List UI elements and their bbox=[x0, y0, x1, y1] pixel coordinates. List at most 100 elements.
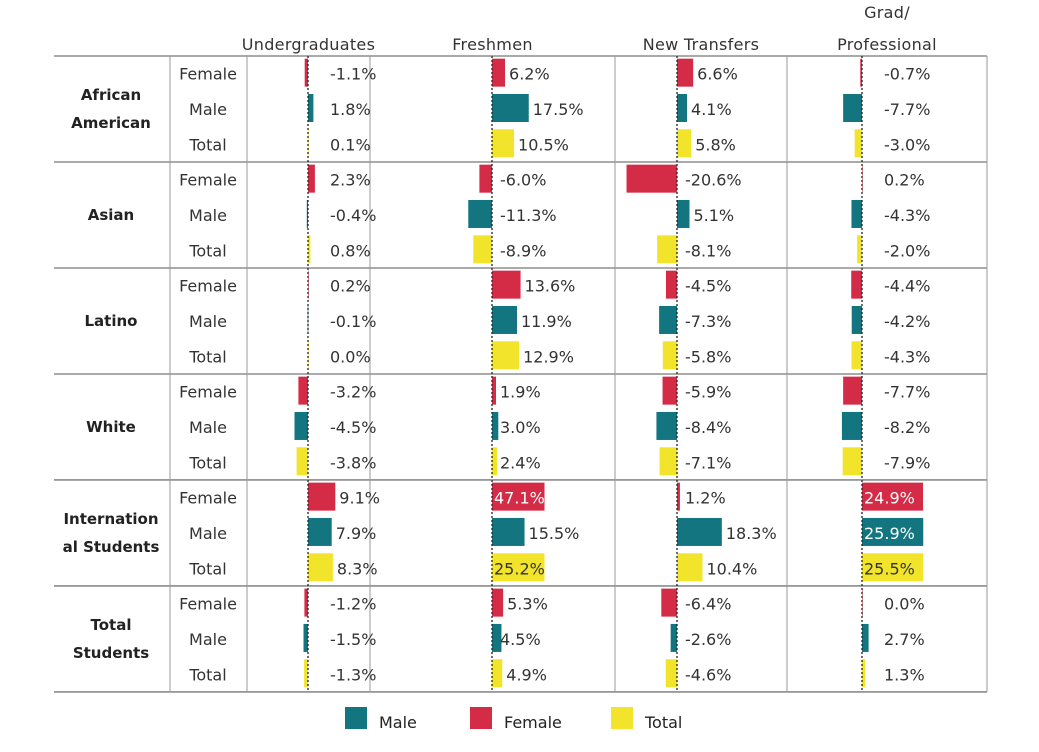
value-label: -4.6% bbox=[685, 665, 731, 684]
bar-white-male-new-transfers bbox=[656, 411, 677, 440]
bar-african-american-total-new-transfers bbox=[677, 129, 692, 158]
legend-label-total: Total bbox=[644, 713, 682, 732]
bars bbox=[294, 58, 924, 688]
value-label: 1.8% bbox=[330, 100, 371, 119]
legend-swatch-total bbox=[611, 707, 633, 729]
value-label: 5.8% bbox=[695, 135, 736, 154]
row-label-male: Male bbox=[189, 206, 227, 225]
value-label: -8.1% bbox=[685, 241, 731, 260]
value-label: 2.3% bbox=[330, 171, 371, 190]
row-label-female: Female bbox=[179, 383, 237, 402]
row-label-male: Male bbox=[189, 630, 227, 649]
row-label-male: Male bbox=[189, 418, 227, 437]
value-label: -4.3% bbox=[884, 347, 930, 366]
bar-latino-female-grad-professional bbox=[851, 270, 862, 299]
row-label-female: Female bbox=[179, 277, 237, 296]
value-label: 2.4% bbox=[500, 453, 541, 472]
row-label-female: Female bbox=[179, 65, 237, 84]
row-label-total: Total bbox=[188, 135, 226, 154]
value-label: 6.2% bbox=[509, 65, 550, 84]
value-label: -5.8% bbox=[685, 347, 731, 366]
bar-international-students-total-new-transfers bbox=[677, 553, 703, 582]
value-label: -0.7% bbox=[884, 65, 930, 84]
bar-total-students-total-freshmen bbox=[492, 659, 503, 688]
group-labels: African American Asian Latino White Internati… bbox=[63, 86, 160, 662]
bar-african-american-total-undergraduates bbox=[308, 129, 309, 158]
bar-total-students-male-undergraduates bbox=[303, 623, 308, 652]
bar-international-students-female-new-transfers bbox=[677, 482, 680, 511]
bar-total-students-female-freshmen bbox=[492, 588, 504, 617]
value-label: 2.7% bbox=[884, 630, 925, 649]
bar-asian-total-undergraduates bbox=[308, 235, 311, 264]
bar-total-students-male-grad-professional bbox=[862, 623, 869, 652]
value-label: -1.2% bbox=[330, 595, 376, 614]
bar-total-students-total-grad-professional bbox=[862, 659, 866, 688]
bar-asian-female-undergraduates bbox=[308, 164, 315, 193]
zero-lines bbox=[307, 56, 863, 692]
bar-african-american-male-grad-professional bbox=[843, 93, 862, 122]
value-label: -4.4% bbox=[884, 277, 930, 296]
group-label-total-students: Students bbox=[73, 644, 149, 662]
bar-international-students-female-grad-professional bbox=[862, 482, 924, 511]
value-label: 5.1% bbox=[693, 206, 734, 225]
value-label: -2.6% bbox=[685, 630, 731, 649]
bar-asian-total-grad-professional bbox=[857, 235, 862, 264]
bar-total-students-female-undergraduates bbox=[304, 588, 308, 617]
row-label-female: Female bbox=[179, 489, 237, 508]
value-label: -7.3% bbox=[685, 312, 731, 331]
value-label: -5.9% bbox=[685, 383, 731, 402]
row-label-female: Female bbox=[179, 595, 237, 614]
value-label: 18.3% bbox=[726, 524, 777, 543]
value-label: -3.2% bbox=[330, 383, 376, 402]
value-label: 17.5% bbox=[533, 100, 584, 119]
value-label: 1.2% bbox=[685, 489, 726, 508]
value-label: -8.2% bbox=[884, 418, 930, 437]
value-label: -7.7% bbox=[884, 100, 930, 119]
group-label-white: White bbox=[86, 418, 136, 436]
value-label: 0.8% bbox=[330, 241, 371, 260]
value-label: -7.7% bbox=[884, 383, 930, 402]
legend-label-male: Male bbox=[379, 713, 417, 732]
bar-total-students-female-new-transfers bbox=[661, 588, 677, 617]
bar-international-students-total-undergraduates bbox=[308, 553, 333, 582]
value-label: 9.1% bbox=[339, 489, 380, 508]
bar-latino-male-undergraduates bbox=[307, 305, 309, 334]
bar-african-american-female-undergraduates bbox=[304, 58, 308, 87]
row-label-female: Female bbox=[179, 171, 237, 190]
value-label: 24.9% bbox=[864, 489, 915, 508]
bar-african-american-female-freshmen bbox=[492, 58, 506, 87]
value-label: 25.5% bbox=[864, 559, 915, 578]
bar-asian-total-freshmen bbox=[473, 235, 492, 264]
value-label: -7.9% bbox=[884, 453, 930, 472]
legend-swatch-male bbox=[345, 707, 367, 729]
value-label: 15.5% bbox=[529, 524, 580, 543]
bar-international-students-female-undergraduates bbox=[308, 482, 336, 511]
bar-total-students-total-new-transfers bbox=[665, 659, 677, 688]
bar-international-students-total-grad-professional bbox=[862, 553, 924, 582]
bar-african-american-male-undergraduates bbox=[308, 93, 314, 122]
group-label-asian: Asian bbox=[88, 206, 134, 224]
group-label-international-students: al Students bbox=[63, 538, 160, 556]
group-label-international-students: Internation bbox=[63, 510, 158, 528]
value-label: 25.9% bbox=[864, 524, 915, 543]
value-label: 10.4% bbox=[706, 559, 757, 578]
value-label: 0.1% bbox=[330, 135, 371, 154]
value-label: -2.0% bbox=[884, 241, 930, 260]
bar-total-students-total-undergraduates bbox=[304, 659, 308, 688]
legend-label-female: Female bbox=[504, 713, 562, 732]
bar-latino-male-grad-professional bbox=[851, 305, 862, 334]
bar-white-total-freshmen bbox=[492, 447, 498, 476]
value-label: 11.9% bbox=[521, 312, 572, 331]
value-label: -4.3% bbox=[884, 206, 930, 225]
value-label: -6.0% bbox=[500, 171, 546, 190]
bar-total-students-male-freshmen bbox=[492, 623, 502, 652]
row-label-total: Total bbox=[188, 347, 226, 366]
bar-latino-female-new-transfers bbox=[665, 270, 677, 299]
value-label: -1.3% bbox=[330, 665, 376, 684]
value-label: -20.6% bbox=[685, 171, 742, 190]
value-label: 1.9% bbox=[500, 383, 541, 402]
value-label: 4.1% bbox=[691, 100, 732, 119]
bar-asian-total-new-transfers bbox=[657, 235, 677, 264]
value-label: 8.3% bbox=[337, 559, 378, 578]
column-header-new-transfers: New Transfers bbox=[643, 35, 760, 54]
